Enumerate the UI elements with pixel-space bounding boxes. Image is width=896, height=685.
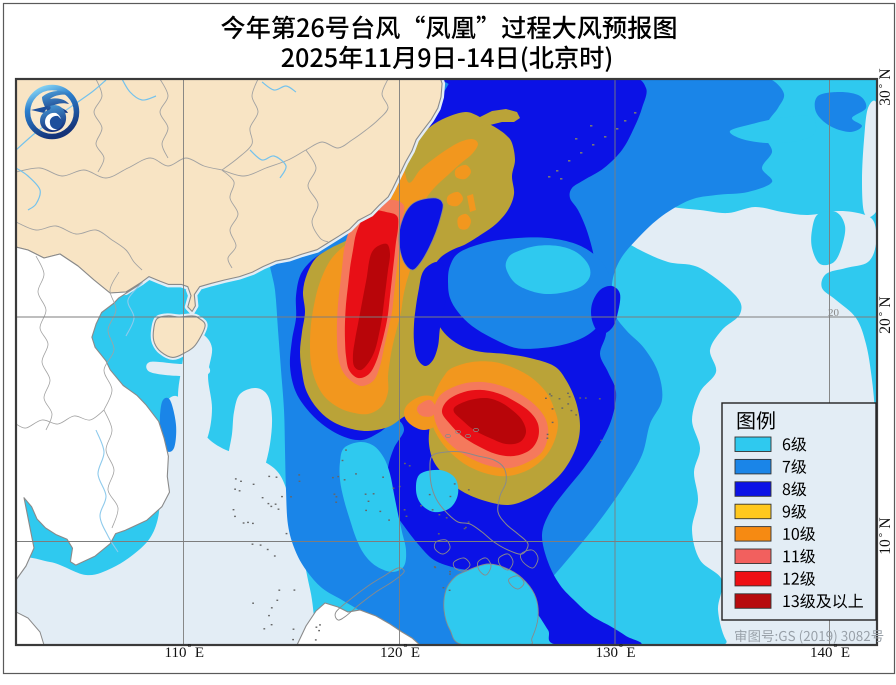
svg-text:N: N — [877, 68, 894, 79]
svg-text:E: E — [411, 645, 420, 661]
svg-text:°: ° — [833, 642, 837, 654]
svg-text:10: 10 — [877, 539, 894, 555]
svg-text:110: 110 — [165, 645, 187, 661]
svg-text:120: 120 — [380, 645, 403, 661]
svg-text:20: 20 — [877, 318, 894, 334]
svg-text:20: 20 — [828, 307, 840, 319]
svg-text:N: N — [877, 517, 894, 528]
svg-text:E: E — [626, 645, 635, 661]
svg-text:E: E — [841, 645, 850, 661]
svg-text:°: ° — [877, 84, 889, 88]
svg-text:E: E — [195, 645, 204, 661]
svg-text:°: ° — [877, 533, 889, 537]
svg-text:140: 140 — [810, 645, 833, 661]
svg-text:°: ° — [403, 642, 407, 654]
svg-text:°: ° — [187, 642, 191, 654]
svg-text:130: 130 — [596, 645, 619, 661]
svg-text:°: ° — [619, 642, 623, 654]
svg-text:30: 30 — [877, 90, 894, 106]
svg-text:N: N — [877, 296, 894, 307]
svg-text:°: ° — [877, 312, 889, 316]
